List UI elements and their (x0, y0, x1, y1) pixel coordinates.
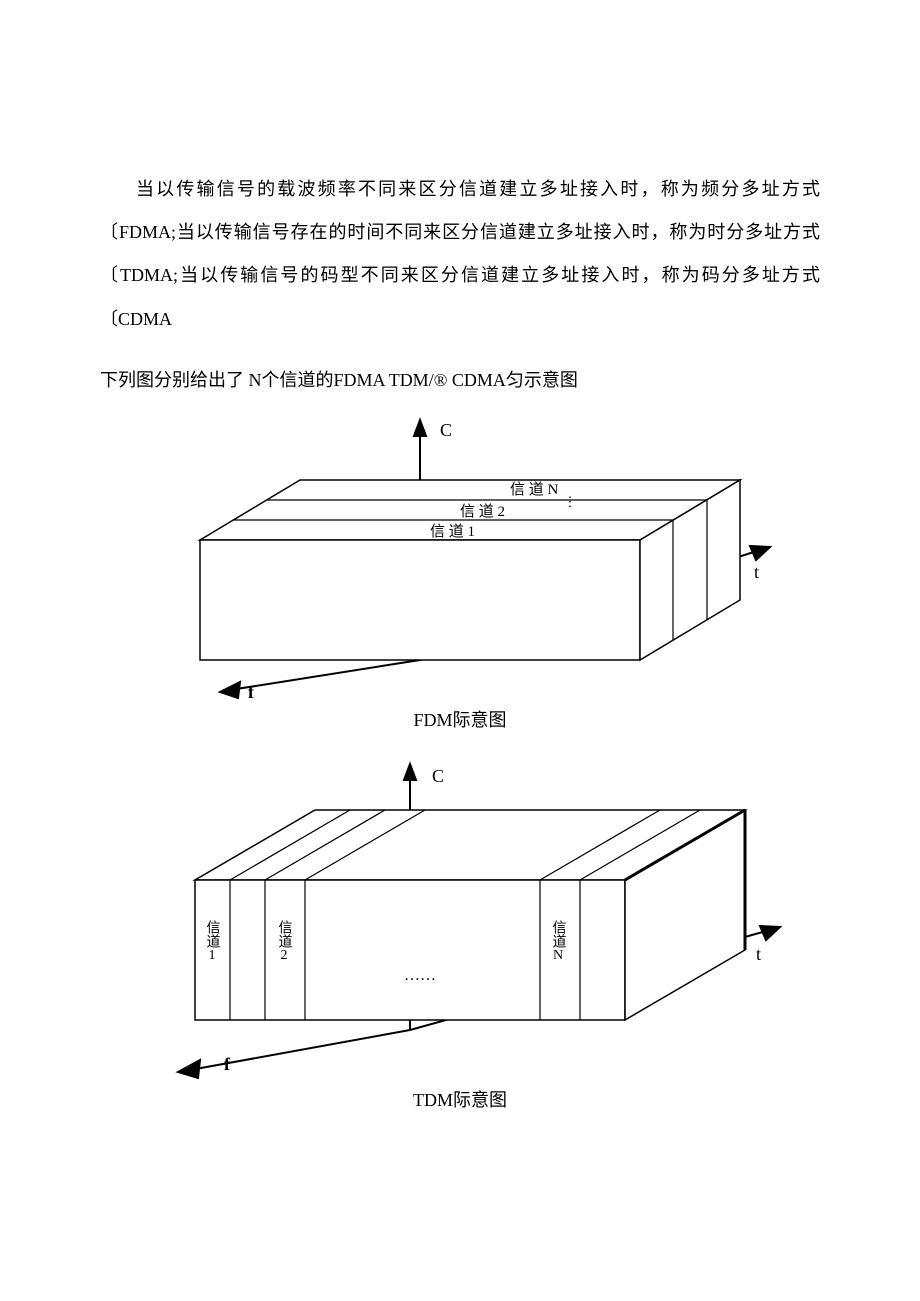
axis-f-label: f (248, 682, 255, 700)
page-body: 当以传输信号的载波频率不同来区分信道建立多址接入时，称为频分多址方式〔FDMA;… (0, 0, 920, 1190)
tdma-diagram: C t f 信道1 信道2 …… 信道N (120, 750, 800, 1080)
fdma-caption: FDM际意图 (413, 706, 506, 732)
fdma-ellipsis: ⋮ (564, 494, 577, 509)
axis-f-label-2: f (224, 1054, 231, 1074)
figure-tdma: C t f 信道1 信道2 …… 信道N TDM际意图 (100, 750, 820, 1130)
fdma-channel1-label: 信 道 1 (430, 523, 475, 540)
fdma-channel2-label: 信 道 2 (460, 503, 505, 520)
tdma-ellipsis: …… (404, 967, 436, 984)
figure-fdma: C t f 信 道 1 信 道 2 ⋮ 信 道 N FDM际意图 (100, 410, 820, 750)
tdma-ch1-label: 信道1 (205, 920, 221, 963)
axis-c-label-2: C (432, 766, 444, 786)
axis-t-label: t (754, 562, 759, 582)
paragraph-intro: 当以传输信号的载波频率不同来区分信道建立多址接入时，称为频分多址方式〔FDMA;… (100, 168, 820, 341)
axis-t-label-2: t (756, 944, 761, 964)
fdma-diagram: C t f 信 道 1 信 道 2 ⋮ 信 道 N (140, 410, 780, 700)
tdma-ch2-label: 信道2 (277, 920, 293, 963)
tdma-chN-label: 信道N (551, 920, 567, 963)
axis-c-label: C (440, 420, 452, 440)
fdma-channelN-label: 信 道 N (510, 481, 559, 498)
paragraph-figref: 下列图分别给出了 N个信道的FDMA TDM/® CDMA匀示意图 (100, 359, 820, 402)
tdma-caption: TDM际意图 (413, 1086, 507, 1112)
